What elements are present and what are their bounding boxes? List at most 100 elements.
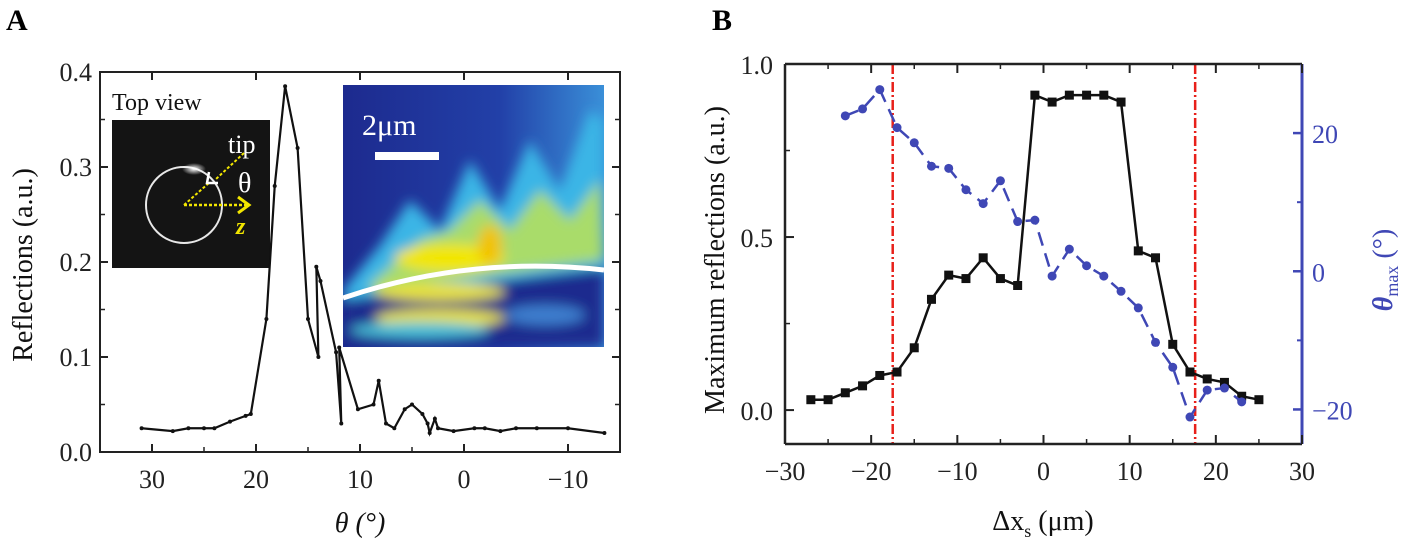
data-point-a	[139, 426, 144, 431]
data-point-a	[355, 407, 360, 412]
max-reflection-point	[1116, 97, 1126, 107]
scale-bar	[375, 152, 439, 160]
theta-max-point	[1116, 286, 1126, 296]
x-tick-label-a: 0	[458, 465, 471, 494]
max-reflection-point	[1168, 339, 1178, 349]
data-point-a	[248, 412, 253, 416]
data-point-a	[283, 84, 288, 89]
panel-label-a: A	[6, 4, 28, 37]
theta-max-point	[1013, 217, 1023, 227]
max-reflection-point	[1047, 97, 1057, 107]
scale-bar-label: 2μm	[362, 109, 416, 142]
max-reflection-point	[1185, 367, 1195, 377]
data-point-a	[425, 421, 430, 426]
max-reflection-point	[892, 367, 902, 377]
tip-arrow-icon	[205, 171, 218, 185]
max-reflection-point	[1237, 391, 1247, 401]
x-tick-label-a: 20	[243, 465, 269, 494]
data-point-a	[420, 412, 425, 416]
max-reflection-point	[1030, 90, 1040, 100]
data-point-a	[602, 431, 607, 435]
x-label-unit: (μm)	[1031, 506, 1093, 537]
data-point-a	[482, 426, 487, 431]
right-y-label-sub: max	[1382, 266, 1402, 297]
x-label-sub: s	[1024, 521, 1031, 541]
data-point-a	[410, 402, 414, 407]
data-point-a	[339, 421, 344, 426]
data-point-a	[295, 146, 300, 150]
x-tick-label-b: −20	[851, 457, 892, 486]
max-reflection-point	[1064, 90, 1074, 100]
right-y-label-unit: (°)	[1368, 229, 1399, 266]
theta-max-point	[1168, 362, 1178, 372]
x-axis-label-b: Δxs (μm)	[992, 506, 1093, 541]
data-point-a	[314, 264, 319, 269]
data-point-a	[451, 429, 456, 434]
panel-b-chart: −30 −20 −10 0 10 20 30 0.0 0.5 1.0 20 0 −20 Maximum …	[700, 51, 1402, 541]
data-point-a	[384, 421, 388, 426]
data-point-a	[498, 429, 503, 434]
max-reflection-point	[978, 253, 988, 263]
data-point-a	[402, 407, 407, 412]
data-point-a	[472, 426, 477, 431]
max-reflection-point	[926, 294, 936, 304]
theta-max-point	[1064, 244, 1074, 254]
data-point-a	[436, 426, 440, 431]
max-reflection-point	[995, 274, 1005, 284]
x-tick-label-a: 30	[139, 465, 165, 494]
y-axis-label-a: Reflections (a.u.)	[8, 168, 39, 362]
theta-max-point	[1219, 383, 1229, 393]
y-tick-label-a: 0.3	[60, 153, 93, 182]
max-reflection-point	[858, 381, 868, 391]
data-point-a	[272, 184, 277, 188]
x-label-symbol: Δx	[992, 506, 1024, 537]
theta-max-point	[909, 138, 919, 148]
right-y-tick-label-b: −20	[1312, 396, 1353, 425]
right-y-label-symbol: θ	[1368, 296, 1399, 311]
theta-max-point	[995, 176, 1005, 186]
theta-max-point	[961, 185, 971, 195]
theta-max-point	[1030, 215, 1040, 225]
data-point-a	[306, 317, 310, 321]
max-reflection-point	[1082, 90, 1092, 100]
data-point-a	[392, 426, 397, 431]
x-tick-label-b: 0	[1037, 457, 1050, 486]
data-point-a	[514, 426, 518, 431]
theta-max-point	[1047, 271, 1057, 281]
data-point-a	[186, 426, 191, 431]
max-reflection-point	[944, 270, 954, 280]
theta-max-point	[1082, 261, 1092, 271]
y-tick-label-a: 0.1	[60, 343, 93, 372]
y-axis-label-b: Maximum reflections (a.u.)	[700, 106, 731, 414]
x-tick-label-b: 30	[1289, 457, 1315, 486]
x-tick-label-b: 20	[1203, 457, 1229, 486]
theta-max-point	[944, 163, 954, 173]
max-reflection-point	[823, 395, 833, 405]
max-reflection-point	[1013, 280, 1023, 290]
svg-text:θmax (°): θmax (°)	[1368, 229, 1402, 311]
max-reflection-point	[806, 395, 816, 405]
top-view-inset: tip θ z	[112, 120, 270, 268]
max-reflection-series-line	[810, 93, 1260, 401]
panel-a-chart: tip θ z Top view 2μm 30 20 10 0 −100.	[8, 58, 621, 539]
theta-max-point	[1237, 397, 1247, 407]
data-point-a	[566, 426, 570, 431]
data-point-a	[318, 279, 323, 283]
theta-max-point	[978, 199, 988, 209]
theta-max-point	[1202, 385, 1212, 395]
theta-max-point	[926, 161, 936, 171]
x-tick-label-a: 10	[347, 465, 373, 494]
y-tick-label-b: 0.0	[741, 397, 774, 426]
theta-max-point	[858, 104, 868, 114]
data-point-a	[371, 402, 376, 407]
x-tick-label-a: −10	[548, 465, 589, 494]
max-reflection-point	[1254, 395, 1264, 405]
max-reflection-point	[909, 343, 919, 353]
x-axis-label-a: θ (°)	[335, 508, 386, 539]
y-tick-label-a: 0.2	[60, 248, 93, 277]
data-point-a	[534, 426, 539, 431]
z-label: z	[235, 214, 246, 240]
y-tick-label-a: 0.0	[60, 438, 93, 467]
data-point-a	[334, 350, 339, 355]
